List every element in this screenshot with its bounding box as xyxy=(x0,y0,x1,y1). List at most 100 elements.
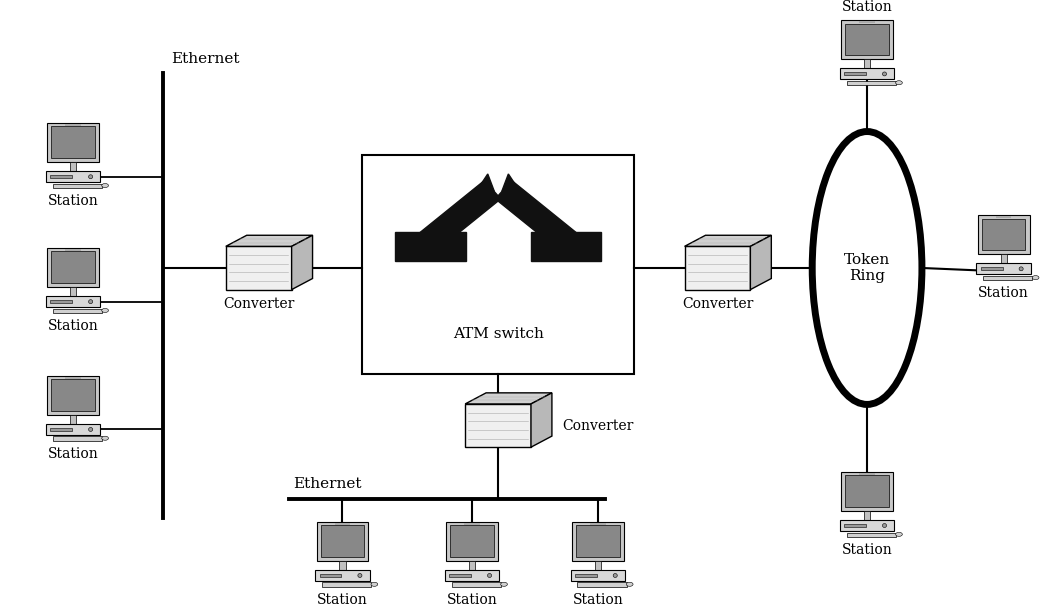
Circle shape xyxy=(88,299,93,304)
Bar xyxy=(51,126,95,158)
Bar xyxy=(451,525,493,557)
Text: Ethernet: Ethernet xyxy=(294,477,362,491)
Text: Station: Station xyxy=(573,593,624,607)
Bar xyxy=(864,59,870,68)
Bar xyxy=(50,428,72,431)
Bar xyxy=(859,21,874,23)
Bar xyxy=(70,287,76,296)
Ellipse shape xyxy=(1033,276,1039,280)
Bar xyxy=(315,570,370,581)
Text: Station: Station xyxy=(318,593,367,607)
Bar xyxy=(846,533,896,537)
Circle shape xyxy=(358,574,362,577)
Text: Station: Station xyxy=(979,287,1030,301)
Text: Station: Station xyxy=(48,447,99,461)
Bar xyxy=(846,81,896,86)
Bar xyxy=(66,249,81,251)
Ellipse shape xyxy=(102,436,108,441)
Bar xyxy=(576,525,619,557)
Polygon shape xyxy=(291,235,312,290)
Polygon shape xyxy=(465,393,552,404)
Bar xyxy=(66,377,81,379)
Bar xyxy=(590,523,606,525)
Bar xyxy=(575,574,596,577)
Bar xyxy=(322,582,372,587)
Bar xyxy=(572,522,624,561)
Bar xyxy=(339,561,346,570)
Bar xyxy=(983,276,1033,280)
Ellipse shape xyxy=(895,532,903,536)
Bar xyxy=(864,511,870,520)
Bar xyxy=(859,473,874,475)
Bar xyxy=(66,124,81,126)
Text: ATM switch: ATM switch xyxy=(453,327,543,341)
Circle shape xyxy=(88,175,93,178)
Bar xyxy=(570,570,625,581)
Bar xyxy=(51,379,95,411)
Bar xyxy=(47,376,99,415)
Polygon shape xyxy=(477,174,494,191)
Bar xyxy=(47,123,99,163)
Bar xyxy=(844,524,866,527)
Bar xyxy=(976,263,1031,274)
Bar xyxy=(594,561,601,570)
Text: Station: Station xyxy=(48,319,99,333)
Bar xyxy=(840,520,894,531)
Text: Converter: Converter xyxy=(223,298,295,311)
Polygon shape xyxy=(414,180,501,256)
Polygon shape xyxy=(531,232,601,261)
Bar xyxy=(841,20,893,59)
Polygon shape xyxy=(685,235,771,246)
Polygon shape xyxy=(751,235,771,290)
Bar xyxy=(50,175,72,178)
Polygon shape xyxy=(226,235,312,246)
Bar xyxy=(70,415,76,424)
Ellipse shape xyxy=(812,131,922,404)
Bar xyxy=(996,216,1012,218)
Circle shape xyxy=(88,428,93,431)
Circle shape xyxy=(883,524,887,527)
Bar xyxy=(46,296,100,307)
Bar xyxy=(47,248,99,287)
Ellipse shape xyxy=(371,582,378,587)
Text: Token
Ring: Token Ring xyxy=(844,253,890,283)
Bar xyxy=(50,300,72,303)
Bar xyxy=(51,251,95,283)
Bar xyxy=(447,522,498,561)
Bar xyxy=(335,523,350,525)
Bar xyxy=(844,72,866,75)
Bar xyxy=(46,171,100,182)
Ellipse shape xyxy=(895,81,903,85)
Bar xyxy=(321,525,364,557)
Bar xyxy=(450,574,471,577)
Bar xyxy=(465,404,531,447)
Circle shape xyxy=(1019,267,1023,271)
Bar xyxy=(53,184,102,188)
Text: Station: Station xyxy=(842,543,892,557)
Bar xyxy=(845,475,889,507)
Text: Station: Station xyxy=(842,1,892,15)
Bar xyxy=(320,574,341,577)
Text: Converter: Converter xyxy=(562,419,633,433)
Ellipse shape xyxy=(102,183,108,188)
Bar xyxy=(982,219,1025,251)
Bar xyxy=(464,523,480,525)
Bar xyxy=(469,561,476,570)
Bar xyxy=(70,163,76,171)
Bar xyxy=(53,309,102,313)
Bar xyxy=(46,424,100,435)
Bar xyxy=(685,246,751,290)
Polygon shape xyxy=(502,174,519,191)
Bar xyxy=(226,246,291,290)
Bar xyxy=(981,267,1002,270)
Bar xyxy=(1000,254,1007,263)
Text: Converter: Converter xyxy=(682,298,753,311)
Bar xyxy=(316,522,369,561)
Polygon shape xyxy=(531,393,552,447)
Bar xyxy=(452,582,501,587)
Bar xyxy=(445,570,500,581)
Bar xyxy=(845,24,889,56)
Bar xyxy=(840,68,894,79)
Ellipse shape xyxy=(627,582,633,587)
Bar xyxy=(578,582,627,587)
